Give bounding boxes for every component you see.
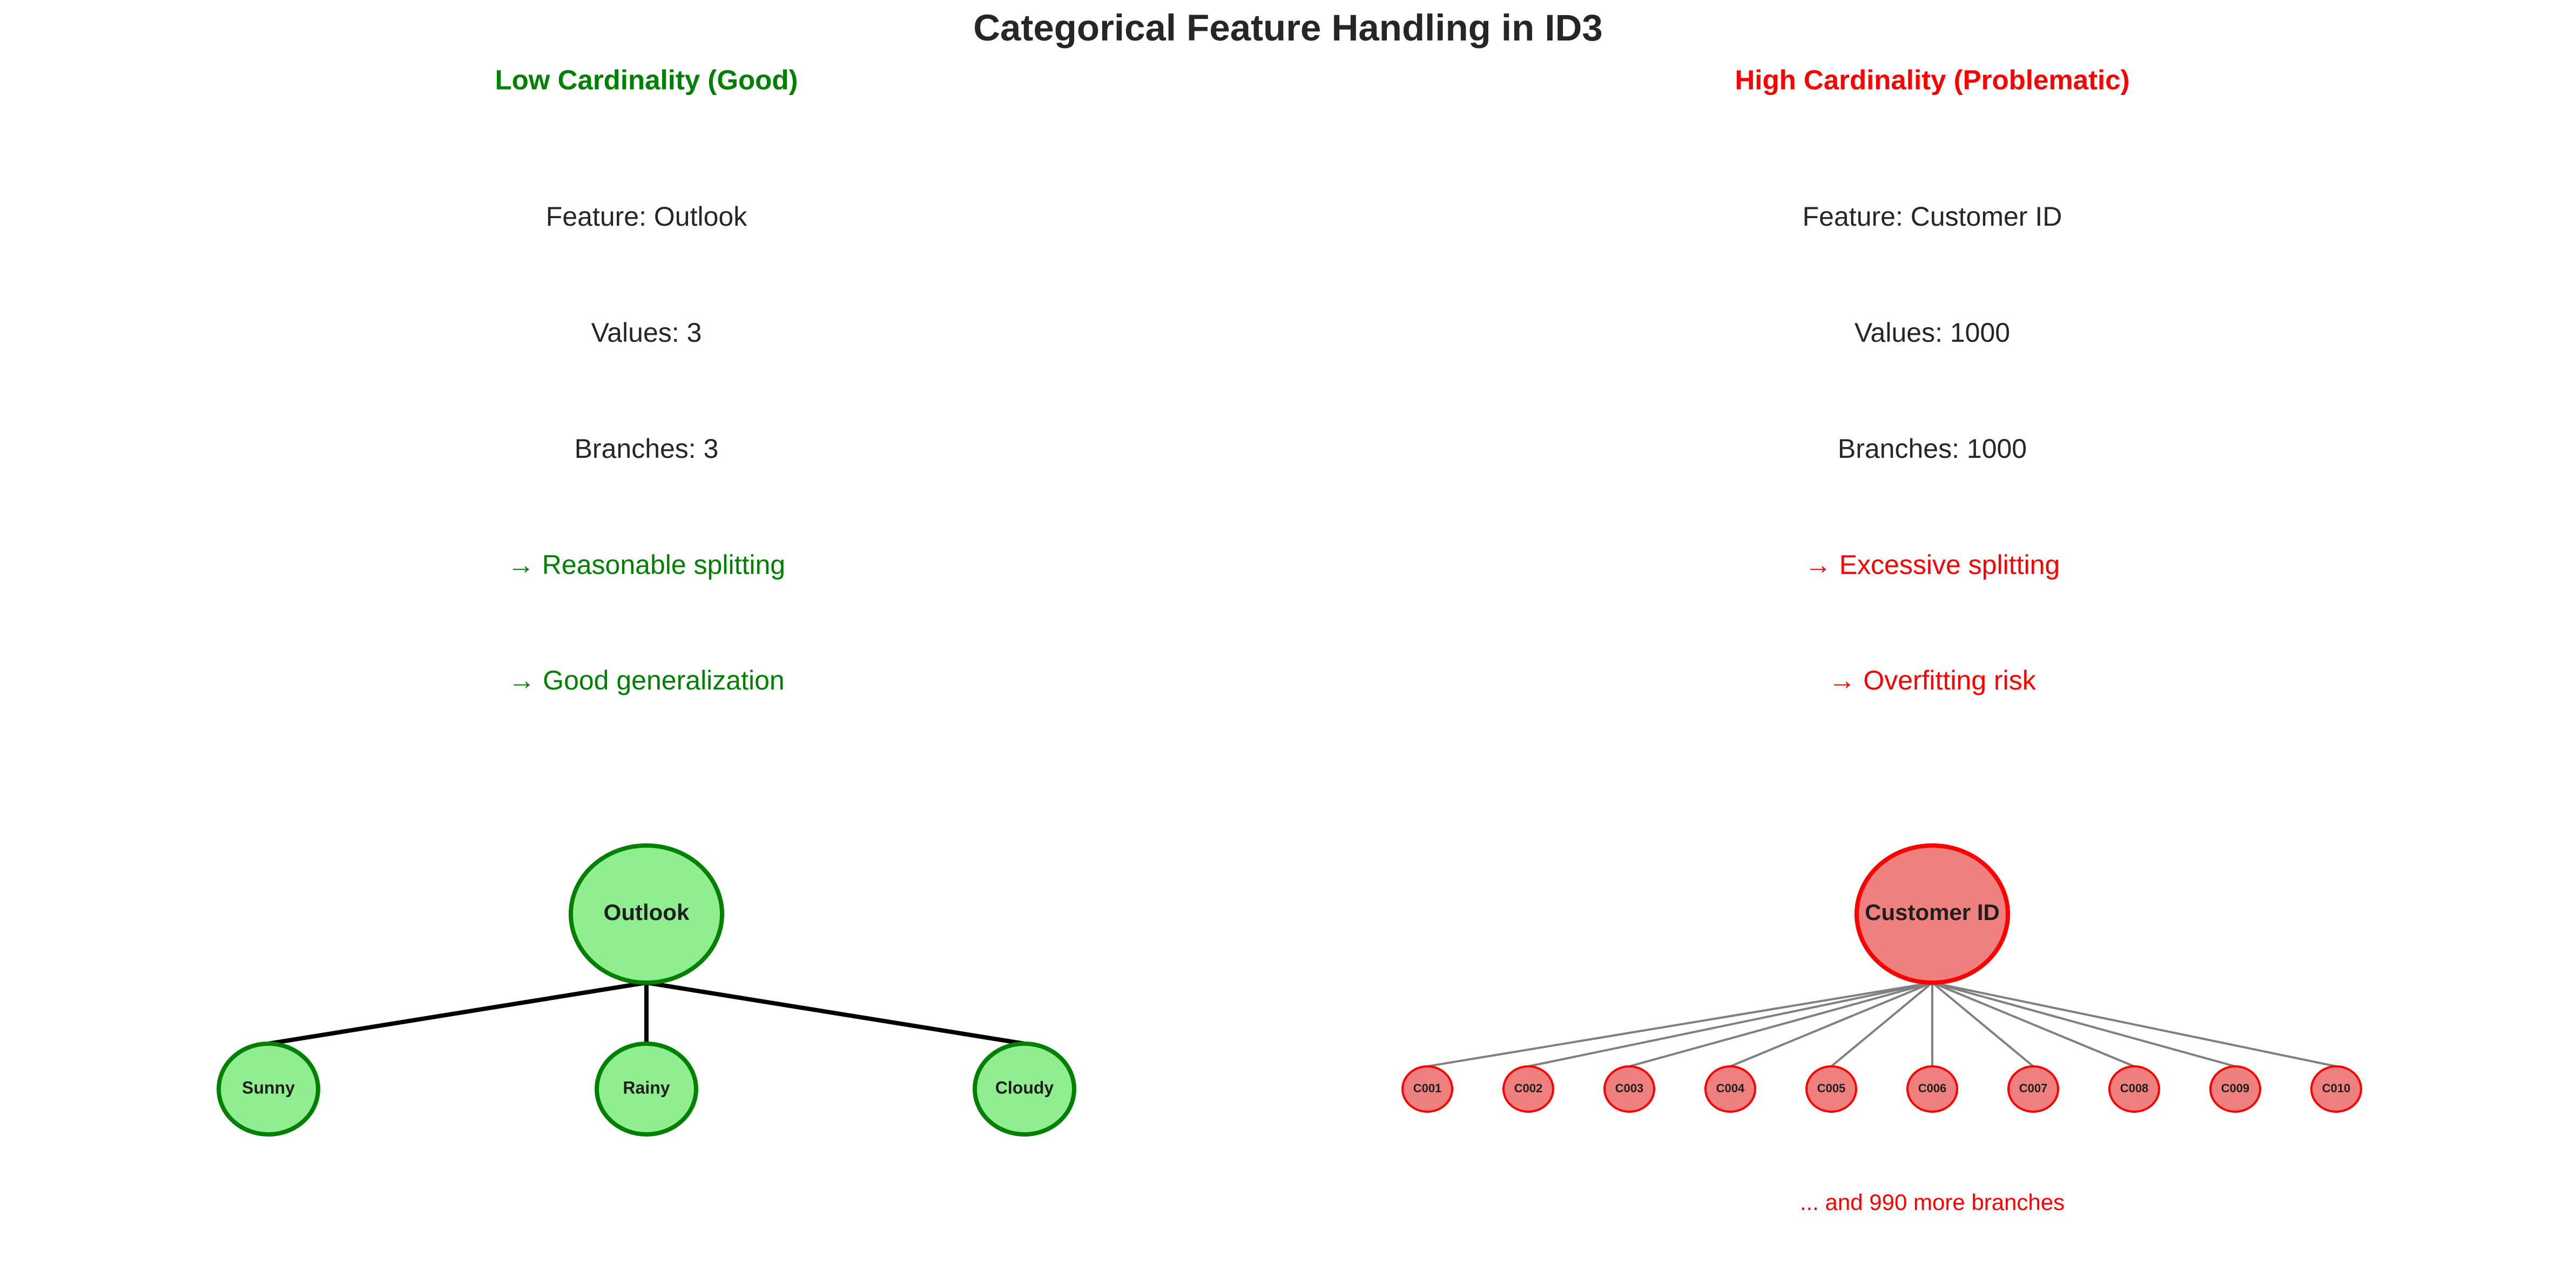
left-tree-node-label-rainy: Rainy	[623, 1078, 670, 1097]
right-tree-node-label-c006: C006	[1918, 1081, 1947, 1095]
right-tree-edge-c003	[1629, 982, 1933, 1067]
right-tree-node-label-c010: C010	[2322, 1081, 2351, 1095]
right-panel-heading: High Cardinality (Problematic)	[1735, 64, 2129, 95]
right-tree-node-c009	[2209, 1065, 2261, 1113]
left-panel: Low Cardinality (Good) Feature: Outlook …	[217, 64, 1076, 1137]
left-tree: Outlook Sunny Rainy Cloudy	[217, 843, 1076, 1137]
left-tree-edge-cloudy	[646, 981, 1025, 1046]
right-tree-node-label-c002: C002	[1514, 1081, 1543, 1095]
right-tree-node-label-c008: C008	[2120, 1081, 2149, 1095]
left-tree-node-sunny	[217, 1042, 320, 1137]
right-tree-node-c003	[1603, 1065, 1655, 1113]
right-tree-node-c004	[1704, 1065, 1756, 1113]
left-feature-label: Feature: Outlook	[546, 201, 747, 232]
right-tree-node-label-c003: C003	[1615, 1081, 1644, 1095]
right-tree-edge-c008	[1932, 982, 2135, 1067]
right-panel: High Cardinality (Problematic) Feature: …	[1401, 64, 2362, 1215]
left-tree-root-label: Outlook	[604, 900, 690, 925]
right-tree-node-c002	[1502, 1065, 1554, 1113]
right-values-label: Values: 1000	[1855, 317, 2010, 348]
right-tree-edge-c004	[1730, 982, 1933, 1067]
left-tree-node-label-sunny: Sunny	[242, 1078, 295, 1097]
left-note-good-generalization: → Good generalization	[508, 665, 784, 695]
right-tree-node-label-c009: C009	[2221, 1081, 2250, 1095]
left-tree-node-label-cloudy: Cloudy	[995, 1078, 1054, 1097]
left-panel-heading: Low Cardinality (Good)	[495, 64, 798, 95]
right-note-overfitting-risk: → Overfitting risk	[1829, 665, 2036, 695]
right-tree-node-label-c007: C007	[2019, 1081, 2048, 1095]
left-values-label: Values: 3	[591, 317, 702, 348]
left-tree-node-cloudy	[973, 1042, 1076, 1137]
right-tree-node-c007	[2007, 1065, 2059, 1113]
right-tree-root-node	[1855, 843, 2010, 985]
left-tree-node-rainy	[595, 1042, 698, 1137]
right-tree-edge-c010	[1932, 982, 2337, 1067]
right-branches-label: Branches: 1000	[1838, 434, 2027, 464]
right-footnote-more-branches: ... and 990 more branches	[1800, 1189, 2065, 1215]
right-tree-node-label-c001: C001	[1413, 1081, 1442, 1095]
right-tree-node-c010	[2310, 1065, 2362, 1113]
right-tree-edge-c005	[1830, 982, 1933, 1067]
right-tree-node-label-c004: C004	[1716, 1081, 1745, 1095]
figure-title: Categorical Feature Handling in ID3	[973, 7, 1603, 49]
left-tree-root-node	[569, 843, 724, 985]
right-tree-edge-c007	[1931, 982, 2034, 1067]
left-tree-edge-sunny	[268, 981, 647, 1046]
right-tree-node-c006	[1906, 1065, 1958, 1113]
right-tree-edge-c001	[1427, 982, 1933, 1067]
right-tree-root-label: Customer ID	[1865, 900, 2000, 925]
right-tree-edge-c009	[1932, 982, 2236, 1067]
right-tree-node-label-c005: C005	[1817, 1081, 1846, 1095]
right-tree-node-c005	[1805, 1065, 1857, 1113]
right-note-excessive-splitting: → Excessive splitting	[1805, 550, 2060, 580]
left-branches-label: Branches: 3	[575, 434, 719, 464]
right-tree-edge-c002	[1528, 982, 1933, 1067]
right-feature-label: Feature: Customer ID	[1803, 201, 2062, 232]
right-tree-node-c001	[1401, 1065, 1453, 1113]
right-tree: Customer ID C001 C002 C003 C004 C005 C006 C007 C…	[1401, 843, 2362, 1113]
right-tree-node-c008	[2108, 1065, 2160, 1113]
left-note-reasonable-splitting: → Reasonable splitting	[508, 550, 785, 580]
